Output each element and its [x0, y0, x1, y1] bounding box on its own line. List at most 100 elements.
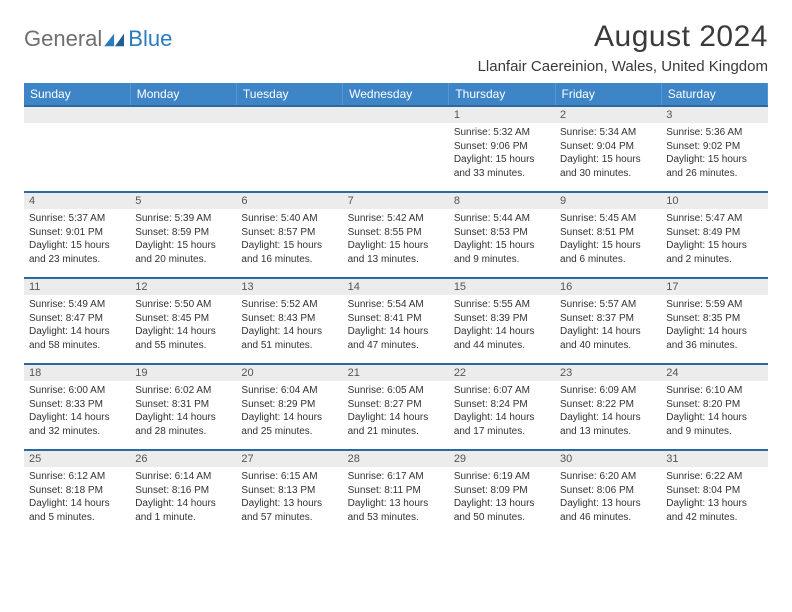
day-details: Sunrise: 6:17 AMSunset: 8:11 PMDaylight:… [343, 467, 449, 527]
calendar-day-cell [24, 106, 130, 192]
calendar-day-cell: 27Sunrise: 6:15 AMSunset: 8:13 PMDayligh… [236, 450, 342, 536]
calendar-day-cell: 26Sunrise: 6:14 AMSunset: 8:16 PMDayligh… [130, 450, 236, 536]
calendar-day-cell: 5Sunrise: 5:39 AMSunset: 8:59 PMDaylight… [130, 192, 236, 278]
day-details: Sunrise: 6:10 AMSunset: 8:20 PMDaylight:… [661, 381, 767, 441]
day-number: 5 [130, 193, 236, 209]
title-block: August 2024 Llanfair Caereinion, Wales, … [478, 20, 768, 75]
day-header: Thursday [449, 83, 555, 106]
location-text: Llanfair Caereinion, Wales, United Kingd… [478, 58, 768, 75]
calendar-week-row: 4Sunrise: 5:37 AMSunset: 9:01 PMDaylight… [24, 192, 768, 278]
logo-triangle-icon [104, 30, 126, 48]
calendar-day-cell: 17Sunrise: 5:59 AMSunset: 8:35 PMDayligh… [661, 278, 767, 364]
day-number: 22 [449, 365, 555, 381]
calendar-day-cell: 1Sunrise: 5:32 AMSunset: 9:06 PMDaylight… [449, 106, 555, 192]
day-number: 4 [24, 193, 130, 209]
day-number: 1 [449, 107, 555, 123]
day-header: Friday [555, 83, 661, 106]
calendar-week-row: 18Sunrise: 6:00 AMSunset: 8:33 PMDayligh… [24, 364, 768, 450]
day-number: 8 [449, 193, 555, 209]
day-number: 12 [130, 279, 236, 295]
day-details: Sunrise: 5:45 AMSunset: 8:51 PMDaylight:… [555, 209, 661, 269]
day-header: Monday [130, 83, 236, 106]
day-number: 26 [130, 451, 236, 467]
day-header: Saturday [661, 83, 767, 106]
day-details: Sunrise: 5:50 AMSunset: 8:45 PMDaylight:… [130, 295, 236, 355]
day-details: Sunrise: 5:55 AMSunset: 8:39 PMDaylight:… [449, 295, 555, 355]
day-number: 13 [236, 279, 342, 295]
day-number: 24 [661, 365, 767, 381]
day-details: Sunrise: 5:42 AMSunset: 8:55 PMDaylight:… [343, 209, 449, 269]
calendar-day-cell: 19Sunrise: 6:02 AMSunset: 8:31 PMDayligh… [130, 364, 236, 450]
day-details: Sunrise: 6:22 AMSunset: 8:04 PMDaylight:… [661, 467, 767, 527]
day-details: Sunrise: 6:09 AMSunset: 8:22 PMDaylight:… [555, 381, 661, 441]
day-number: 27 [236, 451, 342, 467]
day-number: 19 [130, 365, 236, 381]
day-details: Sunrise: 5:47 AMSunset: 8:49 PMDaylight:… [661, 209, 767, 269]
logo: General Blue [24, 26, 172, 52]
calendar-day-cell: 15Sunrise: 5:55 AMSunset: 8:39 PMDayligh… [449, 278, 555, 364]
calendar-day-cell: 10Sunrise: 5:47 AMSunset: 8:49 PMDayligh… [661, 192, 767, 278]
day-number: 9 [555, 193, 661, 209]
day-header: Tuesday [236, 83, 342, 106]
calendar-day-cell [130, 106, 236, 192]
day-details: Sunrise: 6:20 AMSunset: 8:06 PMDaylight:… [555, 467, 661, 527]
calendar-day-cell: 20Sunrise: 6:04 AMSunset: 8:29 PMDayligh… [236, 364, 342, 450]
calendar-table: Sunday Monday Tuesday Wednesday Thursday… [24, 83, 768, 536]
logo-text-blue: Blue [128, 26, 172, 52]
calendar-day-cell [343, 106, 449, 192]
calendar-day-cell: 23Sunrise: 6:09 AMSunset: 8:22 PMDayligh… [555, 364, 661, 450]
day-details: Sunrise: 6:19 AMSunset: 8:09 PMDaylight:… [449, 467, 555, 527]
calendar-day-cell: 29Sunrise: 6:19 AMSunset: 8:09 PMDayligh… [449, 450, 555, 536]
day-number: 30 [555, 451, 661, 467]
calendar-day-cell: 13Sunrise: 5:52 AMSunset: 8:43 PMDayligh… [236, 278, 342, 364]
day-number-empty [24, 107, 130, 123]
calendar-day-cell: 16Sunrise: 5:57 AMSunset: 8:37 PMDayligh… [555, 278, 661, 364]
calendar-day-cell: 30Sunrise: 6:20 AMSunset: 8:06 PMDayligh… [555, 450, 661, 536]
calendar-day-cell: 28Sunrise: 6:17 AMSunset: 8:11 PMDayligh… [343, 450, 449, 536]
day-details: Sunrise: 6:04 AMSunset: 8:29 PMDaylight:… [236, 381, 342, 441]
day-details: Sunrise: 6:07 AMSunset: 8:24 PMDaylight:… [449, 381, 555, 441]
day-number: 14 [343, 279, 449, 295]
calendar-day-cell: 3Sunrise: 5:36 AMSunset: 9:02 PMDaylight… [661, 106, 767, 192]
day-number: 20 [236, 365, 342, 381]
day-details: Sunrise: 6:14 AMSunset: 8:16 PMDaylight:… [130, 467, 236, 527]
calendar-day-cell: 12Sunrise: 5:50 AMSunset: 8:45 PMDayligh… [130, 278, 236, 364]
day-number: 18 [24, 365, 130, 381]
day-details: Sunrise: 5:52 AMSunset: 8:43 PMDaylight:… [236, 295, 342, 355]
day-details: Sunrise: 5:40 AMSunset: 8:57 PMDaylight:… [236, 209, 342, 269]
calendar-day-cell: 2Sunrise: 5:34 AMSunset: 9:04 PMDaylight… [555, 106, 661, 192]
day-number: 3 [661, 107, 767, 123]
calendar-day-cell: 14Sunrise: 5:54 AMSunset: 8:41 PMDayligh… [343, 278, 449, 364]
logo-text-general: General [24, 26, 102, 52]
day-number: 2 [555, 107, 661, 123]
day-number: 17 [661, 279, 767, 295]
calendar-day-cell: 18Sunrise: 6:00 AMSunset: 8:33 PMDayligh… [24, 364, 130, 450]
day-details: Sunrise: 5:32 AMSunset: 9:06 PMDaylight:… [449, 123, 555, 183]
calendar-day-cell: 4Sunrise: 5:37 AMSunset: 9:01 PMDaylight… [24, 192, 130, 278]
day-header-row: Sunday Monday Tuesday Wednesday Thursday… [24, 83, 768, 106]
day-details: Sunrise: 6:05 AMSunset: 8:27 PMDaylight:… [343, 381, 449, 441]
calendar-day-cell: 21Sunrise: 6:05 AMSunset: 8:27 PMDayligh… [343, 364, 449, 450]
day-number: 10 [661, 193, 767, 209]
day-details: Sunrise: 5:57 AMSunset: 8:37 PMDaylight:… [555, 295, 661, 355]
month-title: August 2024 [478, 20, 768, 54]
calendar-day-cell: 6Sunrise: 5:40 AMSunset: 8:57 PMDaylight… [236, 192, 342, 278]
calendar-day-cell: 25Sunrise: 6:12 AMSunset: 8:18 PMDayligh… [24, 450, 130, 536]
day-details: Sunrise: 6:12 AMSunset: 8:18 PMDaylight:… [24, 467, 130, 527]
day-details: Sunrise: 5:59 AMSunset: 8:35 PMDaylight:… [661, 295, 767, 355]
day-number-empty [236, 107, 342, 123]
calendar-day-cell [236, 106, 342, 192]
calendar-day-cell: 22Sunrise: 6:07 AMSunset: 8:24 PMDayligh… [449, 364, 555, 450]
day-number: 31 [661, 451, 767, 467]
calendar-day-cell: 8Sunrise: 5:44 AMSunset: 8:53 PMDaylight… [449, 192, 555, 278]
calendar-day-cell: 9Sunrise: 5:45 AMSunset: 8:51 PMDaylight… [555, 192, 661, 278]
day-number: 23 [555, 365, 661, 381]
day-details: Sunrise: 6:02 AMSunset: 8:31 PMDaylight:… [130, 381, 236, 441]
day-number: 6 [236, 193, 342, 209]
day-details: Sunrise: 5:44 AMSunset: 8:53 PMDaylight:… [449, 209, 555, 269]
day-number: 21 [343, 365, 449, 381]
day-number: 28 [343, 451, 449, 467]
calendar-day-cell: 24Sunrise: 6:10 AMSunset: 8:20 PMDayligh… [661, 364, 767, 450]
day-number: 25 [24, 451, 130, 467]
day-details: Sunrise: 5:34 AMSunset: 9:04 PMDaylight:… [555, 123, 661, 183]
